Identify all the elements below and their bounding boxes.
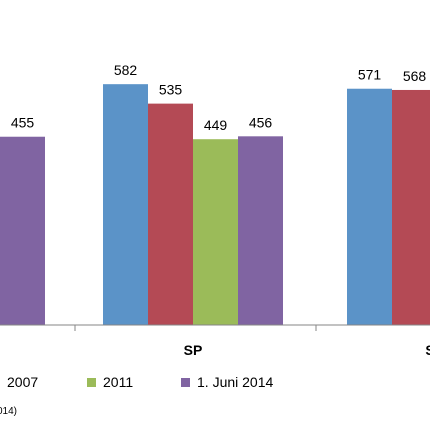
value-label-cat0-series3: 455 bbox=[11, 115, 35, 131]
legend-label-2007: 2007 bbox=[7, 374, 39, 390]
legend-label-2014: 1. Juni 2014 bbox=[197, 374, 274, 390]
legend-swatch-2014 bbox=[181, 377, 190, 387]
legend: 2007 2011 1. Juni 2014 bbox=[0, 374, 430, 394]
bar-cat2-series0 bbox=[347, 88, 392, 325]
value-labels-group: 455 582 535 449 456 571 568 bbox=[11, 62, 427, 133]
bar-cat1-series0 bbox=[103, 84, 148, 325]
legend-label-2011: 2011 bbox=[103, 374, 134, 390]
value-label-cat2-series1: 568 bbox=[403, 68, 427, 84]
legend-item-2007: 2007 bbox=[0, 374, 38, 390]
value-label-cat1-series2: 449 bbox=[204, 117, 228, 133]
value-label-cat1-series1: 535 bbox=[159, 82, 183, 98]
value-label-cat1-series3: 456 bbox=[249, 114, 273, 130]
value-label-cat1-series0: 582 bbox=[114, 62, 138, 78]
bars-group bbox=[0, 84, 430, 325]
bar-cat2-series1 bbox=[392, 89, 430, 325]
value-label-cat2-series0: 571 bbox=[358, 67, 382, 83]
category-label-1: SP bbox=[184, 342, 203, 358]
bar-cat1-series1 bbox=[148, 103, 193, 325]
x-axis bbox=[0, 324, 430, 331]
source-note: 014) bbox=[0, 406, 18, 417]
legend-item-2014: 1. Juni 2014 bbox=[181, 374, 273, 390]
legend-swatch-2011 bbox=[87, 377, 96, 387]
bar-cat1-series2 bbox=[193, 139, 238, 325]
bar-cat1-series3 bbox=[238, 136, 283, 325]
category-label-2: S bbox=[425, 342, 430, 358]
category-labels-group: SP S bbox=[184, 342, 430, 358]
bar-cat0-series3 bbox=[0, 136, 45, 325]
legend-item-2011: 2011 bbox=[87, 374, 133, 390]
